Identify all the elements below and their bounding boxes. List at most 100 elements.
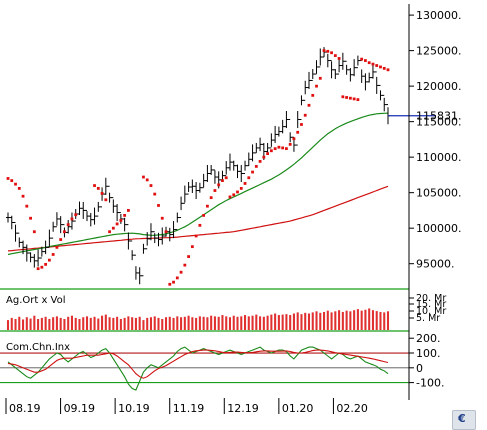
volume-bar	[266, 315, 269, 330]
volume-bar	[338, 310, 341, 330]
volume-bar	[195, 317, 198, 330]
volume-bar	[70, 315, 73, 330]
sar-dot	[179, 270, 183, 274]
volume-bar	[74, 317, 77, 330]
volume-panel-title: Ag.Ort x Vol	[6, 295, 66, 306]
sar-dot	[239, 187, 243, 190]
sar-dot	[273, 147, 277, 151]
cci-axis: 200. 100. 0 -100.	[0, 332, 444, 390]
volume-bar	[63, 319, 66, 330]
volume-bar	[228, 317, 232, 330]
volume-bar	[368, 308, 371, 330]
volume-bar	[262, 316, 265, 330]
price-tick-label: 125000.	[416, 45, 462, 58]
volume-bar	[97, 318, 100, 330]
sar-dot	[115, 222, 119, 226]
sar-dot	[190, 245, 194, 249]
sar-dot	[247, 176, 251, 180]
chart-widget-icon[interactable]: €	[452, 410, 476, 430]
cci-tick-label: -100.	[416, 377, 444, 390]
sar-dot	[66, 223, 70, 227]
cci-panel-title: Com.Chn.Inx	[6, 342, 70, 353]
sar-dot	[269, 149, 273, 153]
sar-dot	[14, 182, 17, 186]
sar-dot	[104, 198, 108, 202]
volume-bar	[379, 311, 382, 330]
volume-bar	[375, 311, 378, 330]
sar-dot	[315, 84, 318, 88]
volume-bar	[255, 314, 258, 330]
sar-dot	[379, 65, 382, 69]
volume-bar	[334, 311, 337, 330]
date-tick-label: 01.20	[282, 402, 314, 415]
sar-dot	[285, 147, 288, 151]
sar-dot	[228, 195, 232, 199]
sar-dot	[32, 230, 36, 234]
sar-dot	[371, 62, 375, 66]
volume-bar	[281, 314, 284, 330]
sar-dot	[40, 265, 44, 269]
volume-bar	[131, 317, 134, 330]
volume-bar	[108, 317, 111, 330]
sar-dot	[100, 191, 104, 195]
sar-dot	[10, 179, 14, 182]
volume-bar	[349, 311, 352, 330]
sar-dot	[36, 267, 40, 271]
sar-dot	[236, 190, 239, 194]
sar-dot	[175, 276, 179, 280]
volume-bar	[164, 317, 168, 330]
sar-dot	[198, 223, 202, 227]
volume-bar	[82, 317, 85, 330]
sar-dot	[382, 66, 386, 70]
sar-dot	[311, 93, 315, 97]
volume-bar	[14, 319, 17, 330]
volume-bar	[292, 313, 295, 330]
volume-bar	[240, 316, 243, 330]
sar-dot	[47, 258, 51, 262]
volume-bar	[285, 314, 288, 330]
sar-dot	[74, 213, 78, 217]
volume-bar	[225, 316, 228, 330]
volume-bar	[236, 316, 239, 330]
date-tick-label: 02.20	[336, 402, 368, 415]
volume-bar	[138, 316, 141, 330]
sar-dot	[145, 178, 149, 182]
volume-bar	[101, 315, 104, 330]
sar-dot	[307, 103, 311, 107]
volume-bar	[206, 317, 209, 330]
volume-bar	[326, 310, 329, 330]
volume-bar	[29, 318, 32, 330]
price-tick-label: 95000.	[416, 258, 455, 271]
sar-dot	[209, 196, 213, 200]
volume-bar	[247, 316, 250, 330]
sar-dot	[206, 204, 209, 208]
volume-bar	[323, 311, 326, 330]
volume-bar	[67, 316, 70, 330]
volume-bar	[6, 320, 10, 330]
sar-dot	[96, 187, 100, 190]
volume-bar	[386, 311, 390, 330]
last-value-label: 115831.	[416, 110, 462, 123]
cci-series-group	[7, 346, 389, 391]
sar-dot	[29, 216, 32, 220]
cci-tick-label: 200.	[416, 332, 441, 345]
volume-bar	[232, 315, 235, 330]
volume-bar	[180, 317, 183, 330]
sar-dot	[258, 160, 262, 163]
price-tick-label: 105000.	[416, 187, 462, 200]
sar-dot	[341, 95, 345, 99]
volume-bar	[198, 316, 201, 330]
volume-tick-label: 5. Mr	[416, 313, 440, 324]
sar-dot	[119, 218, 123, 222]
sar-dot	[183, 263, 187, 267]
price-tick-label: 130000.	[416, 9, 462, 22]
cci-average-line	[7, 349, 389, 379]
volume-bar	[18, 316, 21, 330]
sar-dot	[266, 152, 270, 156]
sar-dot	[217, 183, 221, 187]
sar-dot	[153, 192, 157, 196]
volume-bars	[6, 308, 390, 330]
sar-dot	[337, 57, 341, 60]
volume-bar	[33, 315, 36, 330]
